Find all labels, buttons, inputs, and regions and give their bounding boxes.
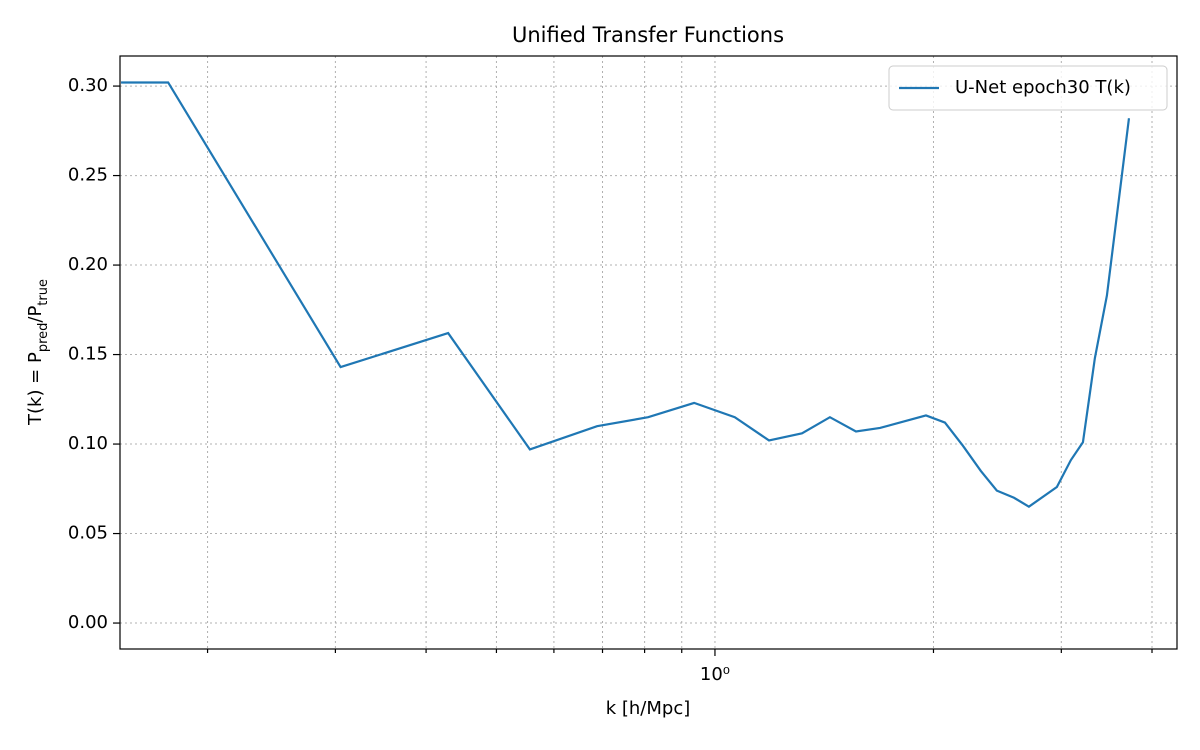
legend-label: U-Net epoch30 T(k) [955, 77, 1131, 98]
y-axis-label-part: T(k) = P [25, 352, 46, 426]
y-axis-label: T(k) = Ppred/Ptrue [25, 279, 51, 426]
chart-title: Unified Transfer Functions [512, 23, 784, 47]
y-axis-label-part: true [36, 279, 51, 306]
legend-box [888, 65, 1168, 111]
x-axis-label-text: k [h/Mpc] [606, 698, 691, 719]
y-tick-label: 0.10 [68, 433, 108, 454]
y-axis-label-part: /P [25, 306, 46, 323]
data-line [121, 81, 1131, 509]
y-tick-label: 0.00 [68, 612, 108, 633]
plot-frame [119, 55, 1178, 650]
y-tick-label: 0.25 [68, 165, 108, 186]
y-tick-label: 0.15 [68, 344, 108, 365]
y-tick-label: 0.30 [68, 75, 108, 96]
y-axis-label-part: pred [36, 323, 51, 353]
x-tick-label: 10⁰ [700, 664, 730, 685]
y-tick-label: 0.05 [68, 523, 108, 544]
y-tick-label: 0.20 [68, 254, 108, 275]
x-axis-label: k [h/Mpc] [606, 698, 691, 719]
